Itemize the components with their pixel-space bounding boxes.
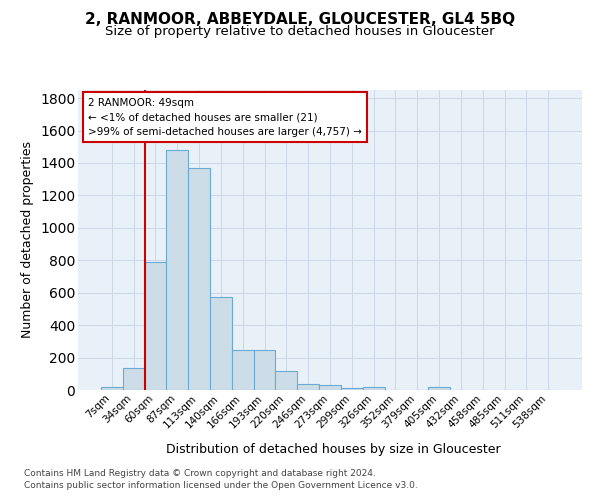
Text: 2 RANMOOR: 49sqm
← <1% of detached houses are smaller (21)
>99% of semi-detached: 2 RANMOOR: 49sqm ← <1% of detached house… [88,98,362,137]
Bar [428,387,450,390]
Bar [341,388,363,390]
Bar [101,387,123,390]
Text: Distribution of detached houses by size in Gloucester: Distribution of detached houses by size … [166,442,500,456]
Bar [319,386,341,390]
Text: Contains HM Land Registry data © Crown copyright and database right 2024.: Contains HM Land Registry data © Crown c… [24,468,376,477]
Bar [210,297,232,390]
Text: Size of property relative to detached houses in Gloucester: Size of property relative to detached ho… [105,25,495,38]
Bar [297,384,319,390]
Bar [145,262,166,390]
Y-axis label: Number of detached properties: Number of detached properties [22,142,34,338]
Bar [275,372,297,390]
Bar [123,368,145,390]
Text: 2, RANMOOR, ABBEYDALE, GLOUCESTER, GL4 5BQ: 2, RANMOOR, ABBEYDALE, GLOUCESTER, GL4 5… [85,12,515,28]
Bar [188,168,210,390]
Bar [363,387,385,390]
Text: Contains public sector information licensed under the Open Government Licence v3: Contains public sector information licen… [24,481,418,490]
Bar [166,150,188,390]
Bar [254,350,275,390]
Bar [232,350,254,390]
